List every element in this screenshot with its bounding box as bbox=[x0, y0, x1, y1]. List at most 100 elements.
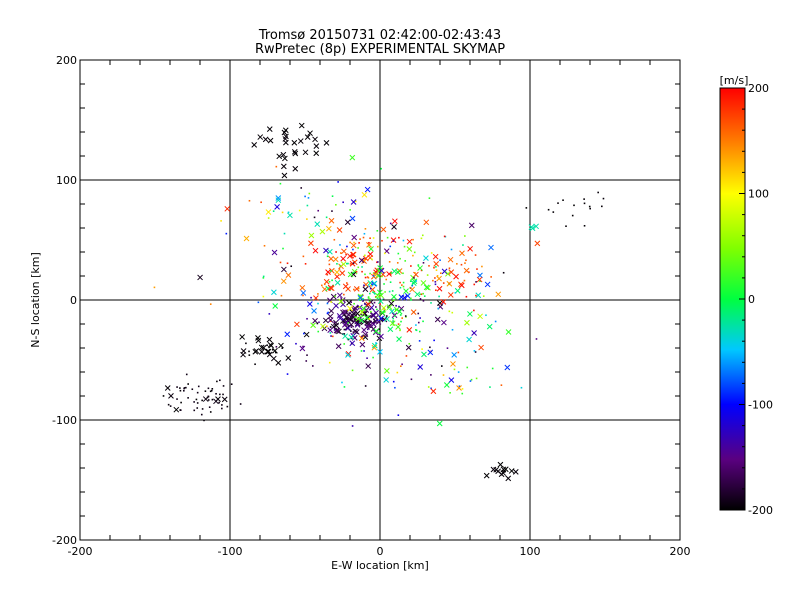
data-point bbox=[317, 209, 320, 212]
data-point bbox=[306, 218, 308, 220]
data-point bbox=[475, 292, 482, 299]
data-point bbox=[382, 311, 385, 314]
data-point bbox=[268, 313, 271, 315]
data-point bbox=[352, 262, 355, 264]
data-point bbox=[350, 337, 353, 340]
data-point bbox=[263, 244, 266, 247]
data-point bbox=[201, 399, 203, 402]
data-point bbox=[312, 247, 319, 254]
data-point bbox=[357, 287, 360, 290]
data-point bbox=[280, 294, 283, 297]
data-point bbox=[439, 259, 441, 262]
x-axis: -200 -100 0 100 200 bbox=[68, 60, 691, 558]
data-point bbox=[505, 329, 512, 335]
data-point bbox=[191, 388, 194, 391]
data-point bbox=[369, 298, 371, 300]
data-point bbox=[351, 425, 354, 427]
data-point bbox=[430, 302, 432, 304]
data-point bbox=[376, 229, 379, 232]
data-point bbox=[370, 310, 372, 313]
data-point bbox=[257, 134, 264, 140]
data-point bbox=[264, 348, 271, 355]
data-point bbox=[417, 264, 420, 266]
data-point bbox=[396, 336, 402, 342]
data-point bbox=[471, 330, 477, 336]
data-point bbox=[441, 268, 448, 275]
data-point bbox=[209, 390, 212, 393]
data-point bbox=[366, 242, 372, 248]
data-point bbox=[358, 257, 365, 264]
data-point bbox=[357, 293, 364, 300]
data-point bbox=[266, 344, 268, 347]
data-point bbox=[392, 218, 398, 225]
data-point bbox=[451, 311, 454, 314]
data-point bbox=[290, 265, 293, 268]
data-point bbox=[504, 364, 511, 371]
data-point bbox=[354, 322, 361, 328]
colorbar-tick-label: 0 bbox=[748, 293, 755, 306]
data-point bbox=[391, 293, 397, 300]
data-point bbox=[372, 275, 375, 277]
data-point bbox=[386, 304, 393, 310]
data-point bbox=[392, 324, 395, 326]
colorbar-ticks: -200 -100 0 100 200 bbox=[719, 82, 773, 517]
data-point bbox=[417, 265, 423, 271]
data-point bbox=[369, 308, 372, 310]
data-point bbox=[410, 265, 412, 267]
data-point bbox=[286, 262, 289, 265]
data-point bbox=[376, 319, 378, 322]
data-point bbox=[363, 350, 365, 352]
data-point bbox=[495, 291, 502, 298]
data-point bbox=[457, 371, 460, 373]
data-point bbox=[350, 199, 357, 205]
data-point bbox=[254, 363, 256, 366]
data-point bbox=[495, 468, 501, 475]
data-point bbox=[345, 352, 351, 358]
data-point bbox=[358, 306, 361, 308]
data-point bbox=[281, 347, 284, 349]
data-point bbox=[298, 209, 301, 212]
data-point bbox=[381, 319, 383, 322]
data-point bbox=[239, 403, 242, 405]
data-point bbox=[387, 326, 394, 333]
data-point bbox=[384, 316, 390, 322]
data-point bbox=[211, 398, 214, 401]
data-point bbox=[423, 295, 426, 297]
data-point bbox=[502, 470, 504, 472]
data-point bbox=[406, 246, 413, 252]
data-point bbox=[413, 251, 416, 254]
data-point bbox=[399, 329, 401, 332]
data-point bbox=[391, 224, 397, 230]
data-point bbox=[463, 279, 466, 282]
data-point bbox=[299, 284, 306, 291]
data-point bbox=[179, 389, 182, 392]
data-point bbox=[417, 364, 424, 370]
data-point bbox=[230, 383, 233, 385]
data-point bbox=[330, 293, 337, 300]
data-point bbox=[213, 398, 219, 405]
data-point bbox=[379, 303, 381, 306]
chart-subtitle: RwPretec (8p) EXPERIMENTAL SKYMAP bbox=[255, 42, 505, 57]
data-point bbox=[187, 397, 189, 399]
data-point bbox=[389, 222, 392, 225]
data-point bbox=[394, 386, 396, 389]
data-point bbox=[398, 294, 405, 300]
data-point bbox=[360, 350, 363, 352]
data-point bbox=[378, 328, 380, 330]
data-point bbox=[304, 263, 307, 265]
data-point bbox=[343, 333, 346, 335]
data-point bbox=[207, 387, 210, 390]
data-point bbox=[430, 387, 432, 390]
data-point bbox=[381, 239, 383, 242]
data-point bbox=[369, 287, 372, 290]
data-point bbox=[397, 323, 400, 325]
data-point bbox=[376, 308, 378, 311]
data-point bbox=[409, 286, 416, 293]
data-point bbox=[370, 284, 372, 287]
data-point bbox=[415, 329, 418, 332]
data-point bbox=[406, 326, 413, 333]
data-point bbox=[349, 209, 351, 211]
data-point bbox=[367, 296, 370, 298]
data-point bbox=[459, 250, 465, 257]
data-point bbox=[399, 281, 401, 284]
